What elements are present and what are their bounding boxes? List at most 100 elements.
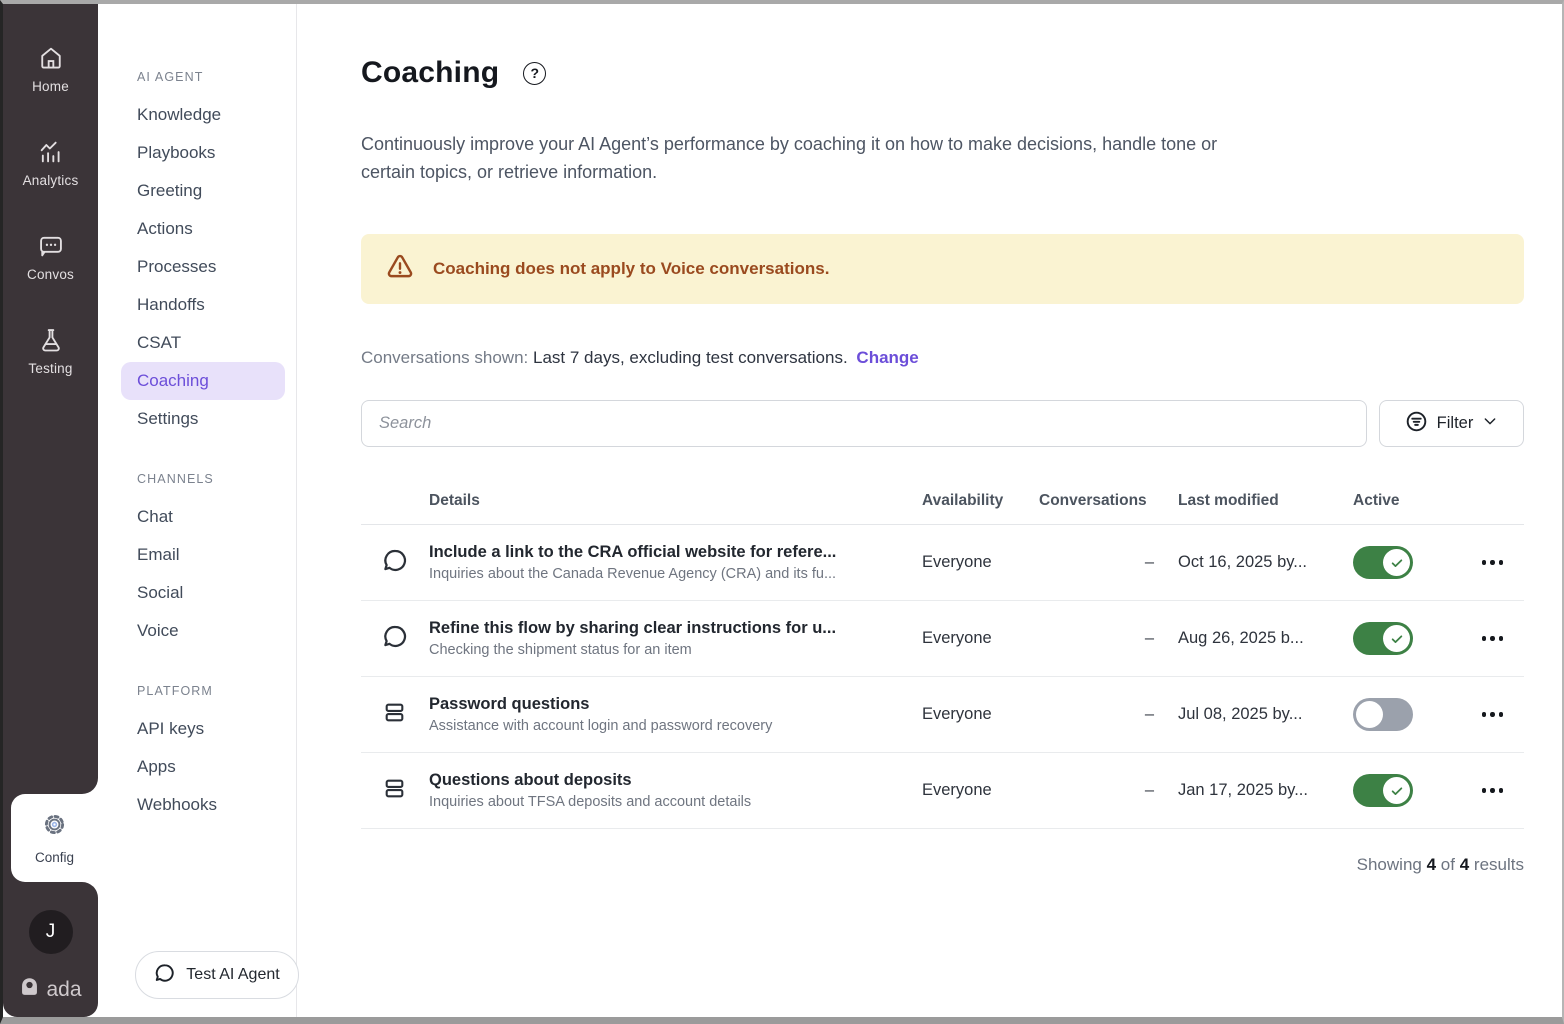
active-toggle[interactable] xyxy=(1353,622,1413,655)
chat-bubble-icon xyxy=(154,962,176,989)
sidebar-item-settings[interactable]: Settings xyxy=(137,409,199,428)
row-availability: Everyone xyxy=(922,629,992,647)
sidebar-item-social[interactable]: Social xyxy=(137,583,184,602)
rail-item-config[interactable]: Config xyxy=(11,794,98,882)
toggle-knob xyxy=(1356,701,1383,728)
avatar[interactable]: J xyxy=(28,910,73,954)
analytics-icon xyxy=(37,138,65,166)
col-last-modified: Last modified xyxy=(1178,491,1279,509)
col-availability: Availability xyxy=(922,491,1004,509)
sidebar-item-handoffs[interactable]: Handoffs xyxy=(137,295,205,314)
table-row[interactable]: Questions about deposits Inquiries about … xyxy=(361,753,1524,829)
chat-bubble-icon xyxy=(382,623,409,655)
row-last-modified: Oct 16, 2025 by... xyxy=(1178,553,1308,571)
search-input[interactable] xyxy=(361,400,1367,447)
sidebar-item-greeting[interactable]: Greeting xyxy=(137,181,203,200)
active-toggle[interactable] xyxy=(1353,698,1413,731)
primary-rail: Home Analytics Convos Testing Config J xyxy=(3,4,98,1017)
main-content: Coaching ? Continuously improve your AI … xyxy=(297,4,1562,1017)
sidebar: AI AGENT Knowledge Playbooks Greeting Action… xyxy=(98,4,299,1017)
conversations-shown-label: Conversations shown: xyxy=(361,348,529,367)
table-row[interactable]: Password questions Assistance with accoun… xyxy=(361,677,1524,753)
rail-item-testing[interactable]: Testing xyxy=(3,320,98,382)
filter-button[interactable]: Filter xyxy=(1379,400,1524,447)
table-body: Include a link to the CRA official websi… xyxy=(361,525,1524,829)
row-conversations: – xyxy=(1144,629,1154,647)
rail-item-label: Analytics xyxy=(22,173,79,188)
row-conversations: – xyxy=(1144,705,1154,723)
conversations-shown-value: Last 7 days, excluding test conversation… xyxy=(533,348,848,367)
warning-banner: Coaching does not apply to Voice convers… xyxy=(361,234,1524,304)
sidebar-item-coaching[interactable]: Coaching xyxy=(121,362,285,400)
row-menu-button[interactable] xyxy=(1467,636,1524,641)
sidebar-item-knowledge[interactable]: Knowledge xyxy=(137,105,222,124)
row-menu-button[interactable] xyxy=(1467,712,1524,717)
col-details: Details xyxy=(429,491,480,509)
sidebar-item-api-keys[interactable]: API keys xyxy=(137,719,205,738)
active-toggle[interactable] xyxy=(1353,546,1413,579)
toggle-knob xyxy=(1383,549,1410,576)
rail-item-label: Testing xyxy=(28,361,73,376)
test-ai-agent-button[interactable]: Test AI Agent xyxy=(135,951,299,999)
sidebar-item-webhooks[interactable]: Webhooks xyxy=(137,795,218,814)
testing-icon xyxy=(37,326,65,354)
sidebar-item-email[interactable]: Email xyxy=(137,545,180,564)
rail-item-home[interactable]: Home xyxy=(3,38,98,100)
active-toggle[interactable] xyxy=(1353,774,1413,807)
sidebar-section: CHANNELS Chat Email Social Voice xyxy=(137,472,282,650)
table-row[interactable]: Refine this flow by sharing clear instru… xyxy=(361,601,1524,677)
page-description: Continuously improve your AI Agent’s per… xyxy=(361,134,1218,182)
filter-button-label: Filter xyxy=(1436,414,1474,432)
row-subtitle: Checking the shipment status for an item xyxy=(429,642,692,658)
sidebar-item-csat[interactable]: CSAT xyxy=(137,333,182,352)
col-conversations: Conversations xyxy=(1039,491,1147,509)
rail-item-analytics[interactable]: Analytics xyxy=(3,132,98,194)
row-last-modified: Jul 08, 2025 by... xyxy=(1178,705,1303,723)
sidebar-item-chat[interactable]: Chat xyxy=(137,507,173,526)
table-row[interactable]: Include a link to the CRA official websi… xyxy=(361,525,1524,601)
rail-item-convos[interactable]: Convos xyxy=(3,226,98,288)
home-icon xyxy=(37,44,65,72)
warning-banner-text: Coaching does not apply to Voice convers… xyxy=(433,259,830,278)
row-availability: Everyone xyxy=(922,705,992,723)
row-last-modified: Jan 17, 2025 by... xyxy=(1178,781,1308,799)
change-link[interactable]: Change xyxy=(856,348,919,367)
row-title: Password questions xyxy=(429,695,590,713)
sidebar-item-apps[interactable]: Apps xyxy=(137,757,176,776)
row-last-modified: Aug 26, 2025 b... xyxy=(1178,629,1304,647)
ada-logo-text: ada xyxy=(46,977,82,1001)
row-title: Refine this flow by sharing clear instru… xyxy=(429,619,837,637)
row-title: Include a link to the CRA official websi… xyxy=(429,543,837,561)
row-title: Questions about deposits xyxy=(429,771,632,789)
row-conversations: – xyxy=(1144,553,1154,571)
rail-item-label: Home xyxy=(32,79,69,94)
filter-icon xyxy=(1405,410,1428,438)
rail-item-label: Config xyxy=(34,850,75,865)
row-menu-button[interactable] xyxy=(1467,560,1524,565)
help-icon[interactable]: ? xyxy=(523,61,547,85)
page-title: Coaching xyxy=(361,56,500,89)
sidebar-item-voice[interactable]: Voice xyxy=(137,621,179,640)
test-ai-agent-label: Test AI Agent xyxy=(186,966,280,983)
coaching-table: Details Availability Conversations Last … xyxy=(361,477,1524,829)
chevron-down-icon xyxy=(1482,413,1498,434)
sidebar-item-actions[interactable]: Actions xyxy=(137,219,193,238)
results-count: Showing 4 of 4 results xyxy=(1356,855,1524,874)
sidebar-item-playbooks[interactable]: Playbooks xyxy=(137,143,216,162)
sidebar-section: AI AGENT Knowledge Playbooks Greeting Action… xyxy=(121,70,285,438)
chat-bubble-icon xyxy=(382,547,409,579)
stack-icon xyxy=(382,776,407,806)
col-active: Active xyxy=(1353,491,1400,509)
table-header: Details Availability Conversations Last … xyxy=(361,477,1524,525)
rail-bottom: Config J ada xyxy=(3,778,98,1017)
config-wrap: Config xyxy=(3,778,98,898)
ada-logo-icon xyxy=(19,976,40,1003)
row-availability: Everyone xyxy=(922,781,992,799)
sidebar-item-processes[interactable]: Processes xyxy=(137,257,217,276)
stack-icon xyxy=(382,700,407,730)
row-menu-button[interactable] xyxy=(1467,788,1524,793)
row-subtitle: Assistance with account login and passwo… xyxy=(429,718,773,734)
section-label: AI AGENT xyxy=(137,70,204,84)
config-scoop-bottom xyxy=(82,882,98,898)
